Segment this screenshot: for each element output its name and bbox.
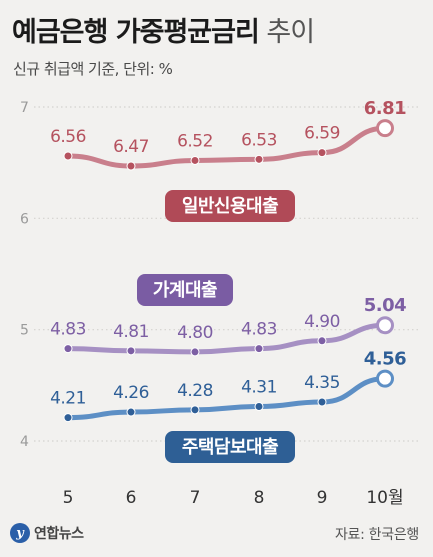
data-label: 6.53 <box>241 130 277 150</box>
x-tick-label: 9 <box>317 488 328 508</box>
y-tick-label: 5 <box>20 323 29 339</box>
data-label: 4.28 <box>177 381 213 401</box>
series-line-0 <box>65 125 388 169</box>
y-tick-label: 6 <box>20 211 29 227</box>
data-point <box>190 155 200 165</box>
data-point <box>317 336 327 346</box>
x-tick-label: 7 <box>190 488 201 508</box>
data-label: 5.04 <box>364 295 406 316</box>
yonhap-logo: y 연합뉴스 <box>10 520 84 546</box>
data-label: 4.90 <box>304 312 340 332</box>
data-point <box>190 405 200 415</box>
data-point-end <box>376 316 394 335</box>
x-tick-label: 6 <box>126 488 137 508</box>
data-point <box>126 161 136 171</box>
y-tick-label: 4 <box>20 434 29 450</box>
yonhap-logo-icon: y <box>10 523 30 543</box>
data-label: 6.47 <box>113 137 149 157</box>
y-tick-label: 7 <box>20 100 29 116</box>
data-label: 4.35 <box>304 373 340 393</box>
data-point <box>63 344 73 354</box>
data-point <box>63 413 73 423</box>
data-label: 4.56 <box>364 349 406 370</box>
data-point <box>254 154 264 164</box>
data-point-end <box>376 119 394 138</box>
data-label: 4.81 <box>113 322 149 342</box>
chart-title: 예금은행 가중평균금리 추이 <box>12 10 315 49</box>
data-point <box>317 397 327 407</box>
data-point <box>317 148 327 158</box>
chart-title-main: 예금은행 가중평균금리 <box>12 17 260 48</box>
logo-text: 연합뉴스 <box>34 526 84 542</box>
series-badge-2 <box>165 431 295 463</box>
series-name-label: 일반신용대출 <box>182 196 278 217</box>
series-name-label: 가계대출 <box>153 280 217 301</box>
data-point <box>126 407 136 417</box>
series-line-1 <box>65 322 388 355</box>
data-point <box>190 347 200 357</box>
data-point <box>126 346 136 356</box>
x-tick-label: 5 <box>63 488 74 508</box>
data-label: 6.59 <box>304 124 340 144</box>
data-label: 4.80 <box>177 323 213 343</box>
data-label: 4.31 <box>241 377 277 397</box>
series-line-2 <box>65 376 388 421</box>
data-label: 6.52 <box>177 131 213 151</box>
data-label: 6.56 <box>50 127 86 147</box>
data-label: 4.21 <box>50 389 86 409</box>
data-label: 4.83 <box>241 320 277 340</box>
x-tick-label: 10월 <box>366 488 403 508</box>
data-point <box>63 151 73 161</box>
series-badge-1 <box>137 274 233 306</box>
data-point-end <box>376 369 394 388</box>
data-label: 4.83 <box>50 320 86 340</box>
chart-subtitle: 신규 취급액 기준, 단위: % <box>13 60 173 78</box>
series-name-label: 주택담보대출 <box>182 437 278 458</box>
data-point <box>254 401 264 411</box>
chart-title-suffix: 추이 <box>266 17 315 48</box>
data-point <box>254 344 264 354</box>
data-label: 6.81 <box>364 98 406 119</box>
data-label: 4.26 <box>113 383 149 403</box>
series-badge-0 <box>165 190 295 222</box>
source-credit: 자료: 한국은행 <box>334 527 419 543</box>
x-tick-label: 8 <box>254 488 265 508</box>
